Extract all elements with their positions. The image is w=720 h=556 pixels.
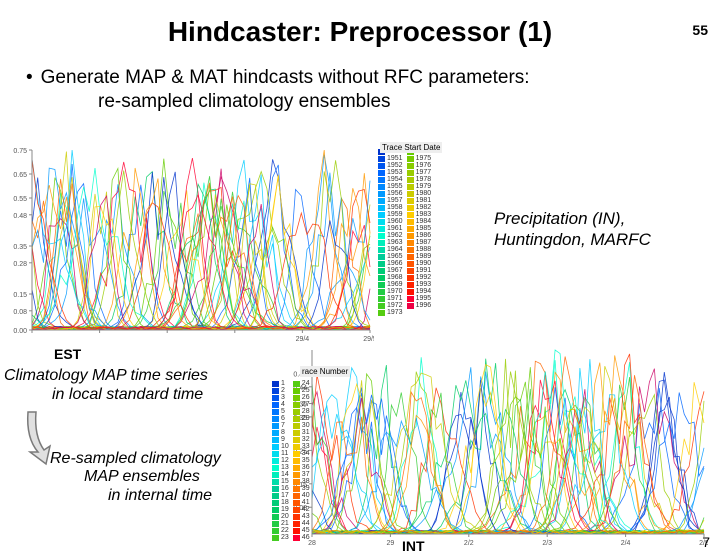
text-res-line1: Re-sampled climatology [50,450,221,468]
bullet-item: • Generate MAP & MAT hindcasts without RF… [26,66,720,114]
label-est: EST [54,346,81,362]
svg-text:0.00: 0.00 [13,328,27,335]
svg-text:2/2: 2/2 [464,540,474,547]
text-resampled: Re-sampled climatology MAP ensembles in … [50,450,221,505]
svg-text:0.65: 0.65 [13,172,27,179]
svg-text:0.28: 0.28 [13,261,27,268]
svg-text:29/5: 29/5 [363,336,374,343]
svg-text:0.55: 0.55 [13,196,27,203]
slide-title: Hindcaster: Preprocessor (1) [0,16,720,48]
bullet-line1: Generate MAP & MAT hindcasts without RFC… [41,67,530,88]
svg-text:0.75: 0.75 [13,148,27,155]
svg-text:0.08: 0.08 [13,309,27,316]
svg-text:28: 28 [308,540,316,547]
chart-annotation-top: Precipitation (IN), Huntingdon, MARFC [494,208,651,251]
svg-text:29: 29 [387,540,395,547]
bullet-dot: • [26,67,33,88]
annotation-line1: Precipitation (IN), [494,208,651,229]
legend-bottom: 1 2 3 4 5 6 7 8 9 10 11 [272,380,322,540]
text-clim-line1: Climatology MAP time series [4,366,208,385]
label-int: INT [402,538,425,554]
text-res-line3: in internal time [108,487,221,505]
page-number-bottom: 7 [702,534,710,550]
chart-top: 0.00 0.08 0.15 0.28 0.35 0.48 0.55 0.65 0.75 29/4… [4,146,374,346]
legend-top: 1950 1951 1952 1953 1954 1955 1956 1957 … [378,148,472,316]
annotation-line2: Huntingdon, MARFC [494,229,651,250]
bullet-line2: re-sampled climatology ensembles [98,90,720,114]
svg-text:0.48: 0.48 [13,213,27,220]
svg-text:29/4: 29/4 [296,336,310,343]
chart-bottom: 0.080.150.250.350.390.440.4828292/22/32/… [288,346,708,548]
trace-title-top: Trace Start Date [380,142,442,153]
svg-text:0.35: 0.35 [13,244,27,251]
svg-text:2/4: 2/4 [621,540,631,547]
text-climatology: Climatology MAP time series in local sta… [4,366,208,404]
svg-text:0.15: 0.15 [13,292,27,299]
page-number-top: 55 [692,22,708,38]
trace-title-bottom: race Number [300,366,350,377]
svg-text:2/3: 2/3 [542,540,552,547]
text-clim-line2: in local standard time [52,385,208,404]
text-res-line2: MAP ensembles [84,468,221,486]
